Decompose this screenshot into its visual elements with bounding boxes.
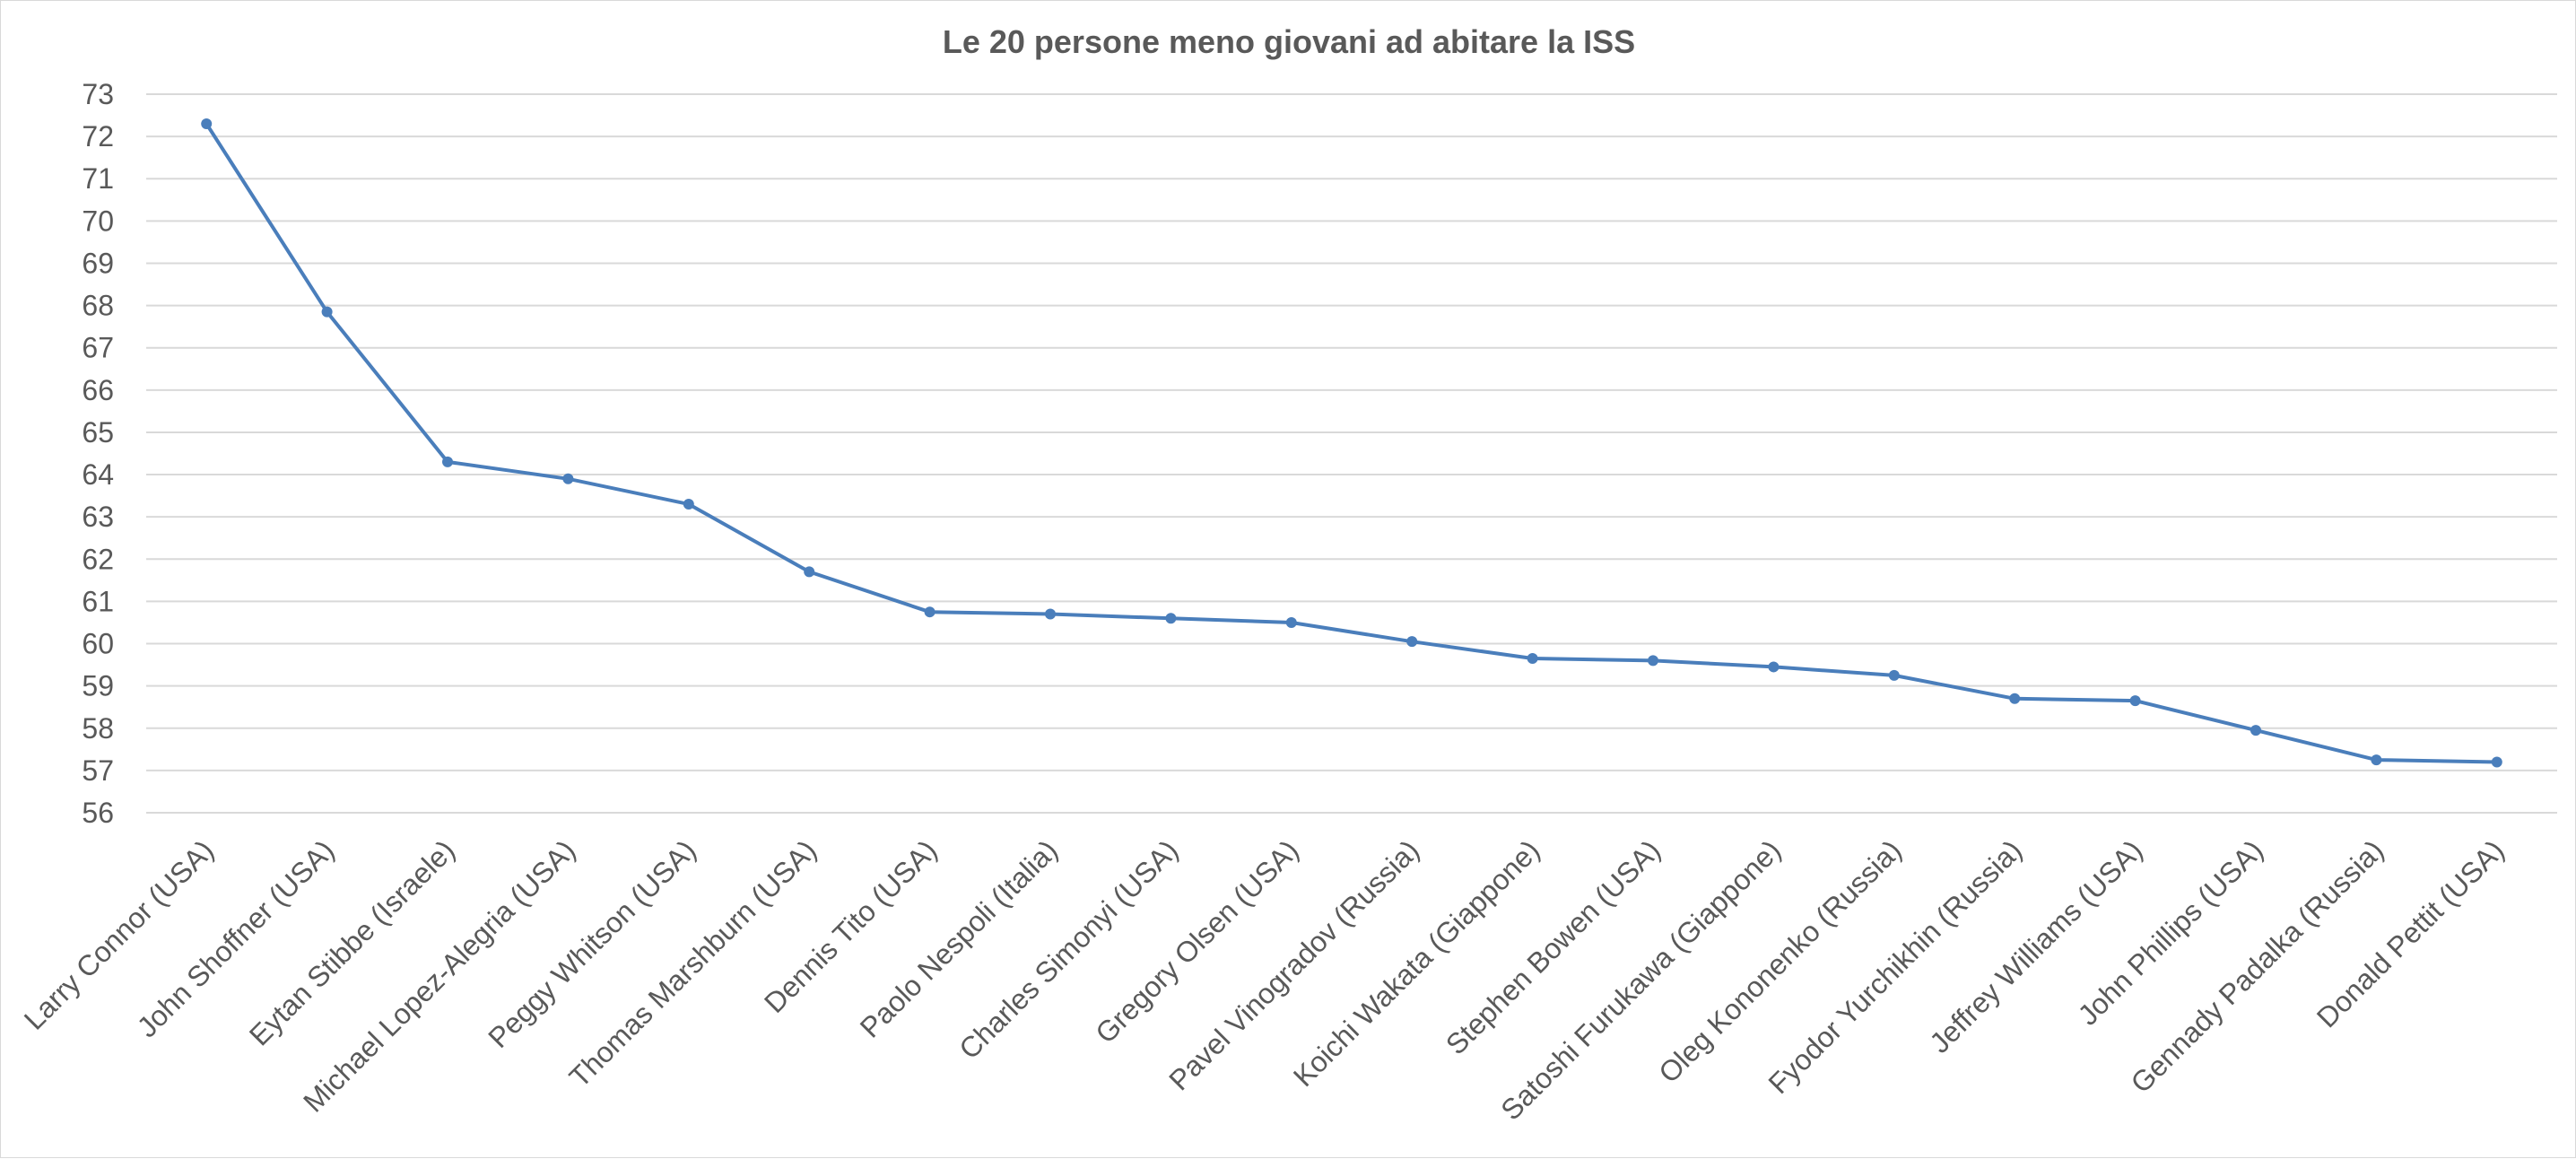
gridlines — [146, 93, 2557, 814]
data-point — [924, 606, 936, 618]
y-tick-label: 71 — [82, 162, 114, 195]
x-tick-label: Gregory Olsen (USA) — [1089, 833, 1304, 1049]
x-tick-label: Eytan Stibbe (Israele) — [243, 833, 461, 1051]
data-point — [1045, 608, 1056, 620]
series-line — [205, 122, 2497, 764]
data-point — [804, 566, 815, 578]
y-axis-tick-labels: 56 57 58 59 60 61 62 63 64 65 66 67 68 69 70 71 72 73 — [82, 78, 114, 829]
data-point — [562, 473, 574, 484]
data-point — [442, 456, 453, 467]
data-point — [321, 306, 333, 318]
y-tick-label: 64 — [82, 458, 114, 491]
x-tick-label: Charles Simonyi (USA) — [953, 833, 1184, 1065]
x-tick-label: Koichi Wakata (Giappone) — [1287, 833, 1546, 1093]
data-point — [2129, 695, 2141, 707]
y-tick-label: 66 — [82, 374, 114, 406]
data-point — [683, 499, 694, 510]
y-tick-label: 68 — [82, 290, 114, 322]
y-tick-label: 58 — [82, 712, 114, 745]
x-tick-label: Paolo Nespoli (Italia) — [854, 833, 1064, 1043]
x-tick-label: Stephen Bowen (USA) — [1440, 833, 1667, 1060]
x-tick-label: Jeffrey Williams (USA) — [1923, 833, 2148, 1059]
data-point — [2371, 754, 2382, 766]
data-point — [1648, 655, 1658, 667]
y-tick-label: 72 — [82, 120, 114, 152]
y-tick-label: 69 — [82, 247, 114, 279]
data-point — [2009, 693, 2021, 704]
y-tick-label: 57 — [82, 754, 114, 787]
data-point — [1888, 669, 1900, 681]
y-tick-label: 59 — [82, 670, 114, 702]
y-tick-label: 73 — [82, 78, 114, 110]
y-tick-label: 63 — [82, 501, 114, 533]
x-tick-label: Peggy Whitson (USA) — [482, 833, 702, 1054]
data-point — [1165, 613, 1177, 624]
data-point — [2250, 725, 2261, 736]
y-tick-label: 56 — [82, 797, 114, 829]
x-axis-tick-labels: Larry Connor (USA)John Shoffner (USA)Eyt… — [18, 833, 2511, 1126]
y-tick-label: 62 — [82, 543, 114, 575]
y-tick-label: 70 — [82, 205, 114, 237]
x-tick-label: Thomas Marshburn (USA) — [563, 833, 823, 1094]
data-point — [1285, 616, 1297, 628]
x-tick-label: Fyodor Yurchikhin (Russia) — [1762, 833, 2028, 1100]
chart-title: Le 20 persone meno giovani ad abitare la… — [943, 23, 1635, 60]
x-tick-label: Pavel Vinogradov (Russia) — [1162, 833, 1425, 1096]
data-point — [2491, 756, 2502, 768]
y-tick-label: 61 — [82, 585, 114, 617]
data-point — [1406, 636, 1418, 648]
data-series — [201, 118, 2502, 768]
x-tick-label: Gennady Padalka (Russia) — [2124, 833, 2389, 1099]
y-tick-label: 67 — [82, 332, 114, 364]
data-point — [1527, 653, 1538, 665]
y-tick-label: 60 — [82, 628, 114, 660]
x-tick-label: Oleg Kononenko (Russia) — [1652, 833, 1908, 1089]
x-tick-label: John Shoffner (USA) — [131, 833, 341, 1043]
y-tick-label: 65 — [82, 416, 114, 449]
data-point — [1768, 661, 1780, 673]
data-point — [201, 118, 213, 129]
